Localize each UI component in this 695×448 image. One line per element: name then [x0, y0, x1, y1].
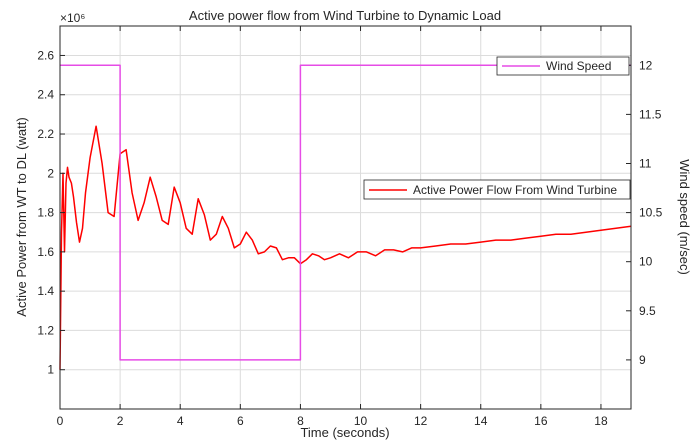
x-tick-label: 0	[57, 414, 64, 428]
series-active-power-line	[59, 125, 632, 370]
data-layer	[59, 64, 632, 370]
legend-wind-speed-box	[496, 56, 630, 76]
y-left-axis-label: Active Power from WT to DL (watt)	[14, 117, 29, 316]
plot-frame	[59, 25, 632, 410]
y-right-tick-label: 11.5	[639, 107, 662, 121]
y-right-tick-label: 10.5	[639, 206, 663, 220]
x-tick-label: 16	[534, 414, 548, 428]
x-tick-label: 6	[237, 414, 244, 428]
y-left-tick-label: 1.2	[37, 323, 54, 337]
y-right-axis-label: Wind speed (m/sec)	[677, 159, 692, 275]
y-right-tick-label: 10	[639, 255, 653, 269]
legend-wind-speed: Wind Speed	[496, 56, 630, 76]
x-tick-label: 18	[594, 414, 608, 428]
y-left-tick-label: 1.4	[37, 284, 54, 298]
y-left-exponent: ×10⁶	[60, 11, 85, 25]
ticks: 0 2 4 6 8 10 12 14 16 18 1 1.2 1.4 1.6 1.8 2 2.2 2.4 2.6 9 9…	[37, 26, 663, 428]
x-tick-label: 10	[354, 414, 368, 428]
x-tick-label: 14	[474, 414, 488, 428]
y-left-tick-label: 2.2	[37, 127, 54, 141]
x-tick-label: 2	[117, 414, 124, 428]
x-axis-label: Time (seconds)	[300, 425, 389, 440]
x-tick-label: 4	[177, 414, 184, 428]
legend-wind-speed-label: Wind Speed	[546, 59, 611, 73]
x-tick-label: 12	[414, 414, 428, 428]
grid	[59, 26, 631, 409]
y-right-tick-label: 11	[639, 156, 652, 170]
legend-active-power: Active Power Flow From Wind Turbine	[363, 179, 631, 200]
y-right-tick-label: 12	[639, 58, 653, 72]
y-left-tick-label: 1	[47, 363, 54, 377]
y-left-tick-label: 2.4	[37, 88, 54, 102]
y-left-tick-label: 2.6	[37, 48, 54, 62]
y-right-tick-label: 9.5	[639, 304, 656, 318]
legend-active-power-label: Active Power Flow From Wind Turbine	[413, 183, 617, 197]
chart-title: Active power flow from Wind Turbine to D…	[189, 8, 501, 23]
series-wind-speed-line	[60, 64, 631, 361]
legend-active-power-box	[363, 179, 631, 200]
y-left-tick-label: 1.8	[37, 206, 54, 220]
plot-area	[60, 26, 631, 409]
x-tick-label: 8	[297, 414, 304, 428]
y-left-tick-label: 2	[47, 166, 54, 180]
y-right-tick-label: 9	[639, 353, 646, 367]
y-left-tick-label: 1.6	[37, 245, 54, 259]
